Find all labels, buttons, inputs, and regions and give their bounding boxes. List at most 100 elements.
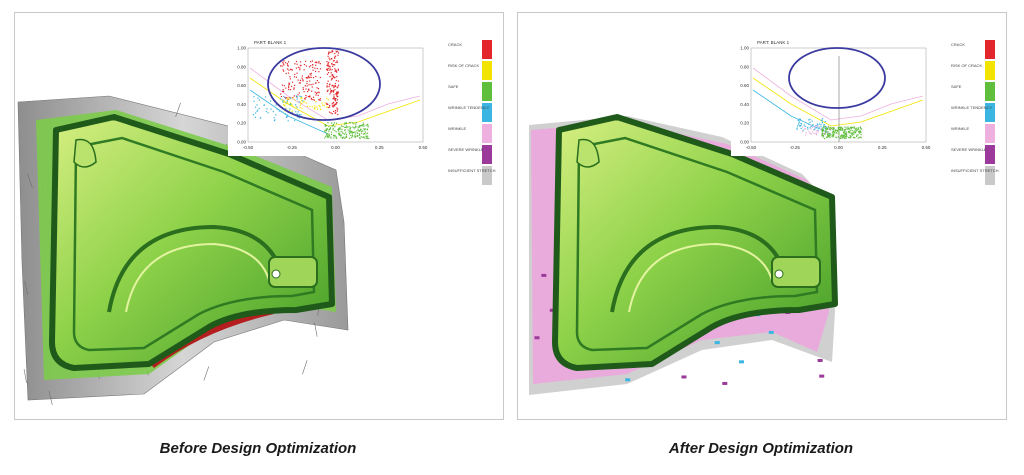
crack-point	[282, 85, 283, 86]
crack-point	[318, 61, 319, 62]
crack-point	[283, 70, 284, 71]
wrinkle-tendency-point	[825, 121, 826, 122]
hole	[272, 270, 280, 278]
wrinkle-tendency-point	[807, 127, 808, 128]
crack-point	[326, 85, 327, 86]
crack-point	[327, 83, 328, 84]
risk-point	[284, 105, 285, 106]
wrinkle-tendency-point	[799, 118, 800, 119]
wrinkle-tendency-point	[266, 111, 267, 112]
crack-point	[329, 106, 330, 107]
safe-point	[829, 128, 830, 129]
legend-label: CRACK	[951, 42, 965, 47]
crack-point	[282, 69, 283, 70]
safe-point	[833, 134, 834, 135]
crack-point	[286, 73, 287, 74]
safe-point	[857, 134, 858, 135]
wrinkle-tendency-point	[282, 101, 283, 102]
crack-point	[288, 70, 289, 71]
legend-label: SEVERE WRINKLE	[951, 147, 987, 152]
crack-point	[307, 77, 308, 78]
safe-point	[349, 126, 350, 127]
crack-point	[327, 86, 328, 87]
crack-point	[333, 96, 334, 97]
risk-point	[317, 109, 318, 110]
crack-point	[336, 72, 337, 73]
safe-point	[335, 136, 336, 137]
safe-point	[325, 130, 326, 131]
safe-point	[836, 133, 837, 134]
crack-point	[318, 95, 319, 96]
safe-point	[844, 135, 845, 136]
crack-point	[291, 86, 292, 87]
safe-point	[860, 134, 861, 135]
crack-point	[315, 83, 316, 84]
safe-point	[334, 130, 335, 131]
crack-point	[318, 88, 319, 89]
risk-point	[300, 97, 301, 98]
wrinkle-tendency-point	[294, 120, 295, 121]
legend-label: SEVERE WRINKLE	[448, 147, 484, 152]
safe-point	[827, 136, 828, 137]
safe-point	[827, 134, 828, 135]
crack-point	[338, 52, 339, 53]
crack-point	[335, 98, 336, 99]
severe-wrinkle-cell	[722, 382, 727, 385]
safe-point	[363, 124, 364, 125]
safe-point	[828, 133, 829, 134]
safe-point	[331, 122, 332, 123]
safe-point	[850, 130, 851, 131]
safe-point	[344, 124, 345, 125]
inset-title: PART: BLANK 1	[757, 40, 790, 45]
wrinkle-tendency-point	[287, 115, 288, 116]
crack-point	[315, 62, 316, 63]
wrinkle-tendency-point	[273, 111, 274, 112]
safe-point	[329, 134, 330, 135]
wrinkle-tendency-point	[799, 122, 800, 123]
crack-point	[331, 90, 332, 91]
safe-point	[828, 126, 829, 127]
safe-point	[856, 129, 857, 130]
wrinkle-tendency-point	[808, 119, 809, 120]
risk-point	[283, 104, 284, 105]
safe-point	[842, 136, 843, 137]
crack-point	[312, 99, 313, 100]
wrinkle-point	[802, 131, 803, 132]
safe-point	[358, 129, 359, 130]
wrinkle-tendency-point	[268, 112, 269, 113]
safe-point	[351, 137, 352, 138]
safe-point	[838, 127, 839, 128]
crack-point	[292, 69, 293, 70]
crack-point	[332, 113, 333, 114]
x-tick-label: 0.00	[331, 145, 340, 150]
wrinkle-tendency-point	[817, 123, 818, 124]
crack-point	[333, 111, 334, 112]
wrinkle-tendency-point	[822, 122, 823, 123]
crack-point	[288, 86, 289, 87]
safe-point	[830, 134, 831, 135]
crack-point	[310, 84, 311, 85]
crack-point	[283, 63, 284, 64]
crack-point	[333, 98, 334, 99]
safe-point	[350, 135, 351, 136]
wrinkle-point	[811, 125, 812, 126]
crack-point	[310, 65, 311, 66]
crack-point	[305, 88, 306, 89]
safe-point	[345, 132, 346, 133]
crack-point	[335, 56, 336, 57]
severe-wrinkle-cell	[769, 331, 774, 334]
safe-point	[344, 134, 345, 135]
crack-point	[326, 69, 327, 70]
crack-point	[329, 58, 330, 59]
x-tick-label: -0.25	[790, 145, 801, 150]
safe-point	[340, 137, 341, 138]
safe-point	[838, 129, 839, 130]
crack-point	[310, 61, 311, 62]
crack-point	[327, 89, 328, 90]
crack-point	[330, 69, 331, 70]
wrinkle-point	[810, 128, 811, 129]
safe-point	[362, 130, 363, 131]
risk-point	[316, 107, 317, 108]
safe-point	[352, 126, 353, 127]
wrinkle-tendency-point	[298, 111, 299, 112]
